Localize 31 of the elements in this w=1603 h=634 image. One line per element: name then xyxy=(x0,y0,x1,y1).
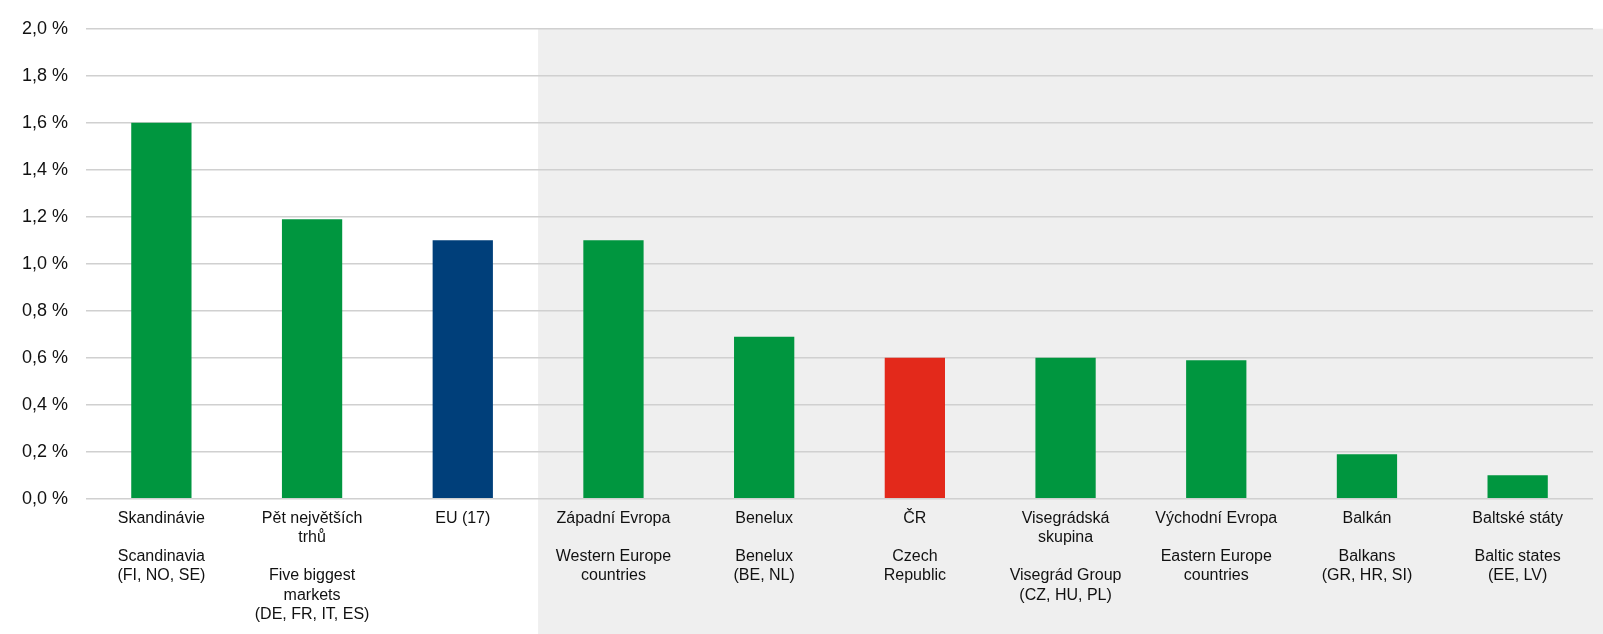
bar xyxy=(281,219,343,499)
bar xyxy=(1035,357,1096,499)
category-label: Baltské státy Baltic states (EE, LV) xyxy=(1472,508,1563,584)
bar xyxy=(131,122,192,499)
y-tick-label: 0,6 % xyxy=(22,346,69,367)
category-label: ČR Czech Republic xyxy=(883,508,946,584)
y-tick-label: 2,0 % xyxy=(22,17,69,38)
bar xyxy=(1186,360,1247,499)
category-label: Benelux Benelux (BE, NL) xyxy=(733,508,795,584)
y-tick-label: 1,6 % xyxy=(22,111,69,132)
y-tick-label: 0,0 % xyxy=(22,487,69,508)
category-label: Východní Evropa Eastern Europe countries xyxy=(1155,508,1278,584)
bar xyxy=(734,336,795,499)
y-tick-label: 0,8 % xyxy=(22,299,69,320)
bar xyxy=(1487,475,1548,499)
y-tick-label: 1,0 % xyxy=(22,252,69,273)
bar xyxy=(432,240,493,499)
category-label: Balkán Balkans (GR, HR, SI) xyxy=(1321,508,1413,584)
category-label: Visegrádská skupina Visegrád Group (CZ, HU, PL) xyxy=(1009,508,1122,603)
y-tick-label: 1,4 % xyxy=(22,158,69,179)
y-tick-label: 0,4 % xyxy=(22,393,69,414)
bar xyxy=(583,240,644,499)
category-label: Západní Evropa Western Europe countries xyxy=(555,508,672,584)
bar xyxy=(1336,454,1398,499)
category-label: Skandinávie Scandinavia (FI, NO, SE) xyxy=(117,508,206,584)
category-label: Pět největších trhů Five biggest markets (DE, FR, IT, ES) xyxy=(254,508,370,622)
x-tick-label: EU (17) xyxy=(435,508,491,526)
y-tick-label: 0,2 % xyxy=(22,440,69,461)
y-tick-label: 1,2 % xyxy=(22,205,69,226)
bar xyxy=(884,357,945,499)
y-tick-label: 1,8 % xyxy=(22,64,69,85)
